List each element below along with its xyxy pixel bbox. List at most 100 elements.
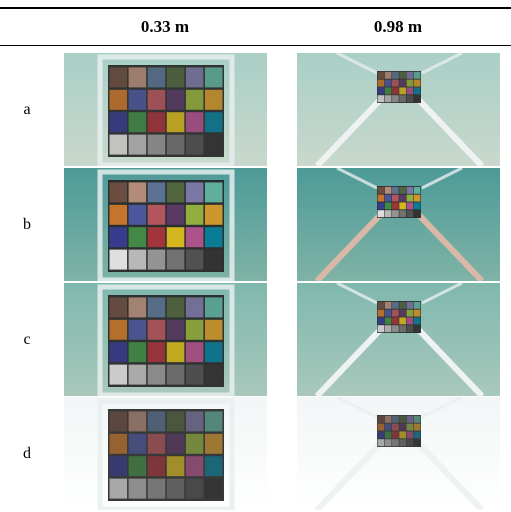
color-patch: [148, 411, 166, 431]
color-patch: [129, 479, 147, 499]
color-patch: [399, 424, 406, 431]
color-patch: [399, 95, 406, 102]
color-patch: [385, 210, 392, 217]
color-patch: [129, 205, 147, 225]
color-patch: [392, 210, 399, 217]
color-patch: [378, 424, 385, 431]
color-patch: [414, 210, 421, 217]
color-patch: [385, 317, 392, 324]
color-patch: [392, 72, 399, 79]
color-patch: [148, 227, 166, 247]
color-patch: [414, 302, 421, 309]
color-patch: [110, 67, 128, 87]
color-patch: [186, 90, 204, 110]
color-patch: [205, 250, 223, 270]
color-patch: [148, 456, 166, 476]
color-patch: [407, 317, 414, 324]
color-patch: [378, 95, 385, 102]
row-label: c: [17, 330, 37, 350]
photo: [64, 53, 267, 166]
color-patch: [414, 80, 421, 87]
color-patch: [167, 342, 185, 362]
color-patch: [148, 112, 166, 132]
column-header: 0.33 m: [65, 15, 265, 39]
photo: [64, 283, 267, 396]
color-patch: [407, 210, 414, 217]
color-patch: [110, 320, 128, 340]
color-patch: [392, 95, 399, 102]
color-patch: [110, 227, 128, 247]
color-patch: [129, 342, 147, 362]
color-patch: [110, 205, 128, 225]
color-patch: [129, 112, 147, 132]
color-patch: [186, 320, 204, 340]
color-patch: [378, 325, 385, 332]
color-patch: [148, 365, 166, 385]
color-patch: [414, 439, 421, 446]
color-patch: [407, 310, 414, 317]
color-patch: [407, 187, 414, 194]
color-patch: [407, 302, 414, 309]
color-patch: [378, 195, 385, 202]
color-patch: [167, 135, 185, 155]
color-patch: [399, 202, 406, 209]
color-patch: [378, 416, 385, 423]
color-patch: [110, 456, 128, 476]
color-patch: [392, 439, 399, 446]
color-patch: [167, 205, 185, 225]
color-patch: [186, 135, 204, 155]
color-patch: [186, 434, 204, 454]
color-patch: [129, 365, 147, 385]
color-patch: [110, 365, 128, 385]
color-patch: [385, 87, 392, 94]
color-patch: [186, 456, 204, 476]
color-patch: [205, 434, 223, 454]
color-patch: [129, 297, 147, 317]
color-patch: [414, 72, 421, 79]
color-patch: [385, 195, 392, 202]
color-patch: [167, 297, 185, 317]
color-patch: [205, 182, 223, 202]
color-patch: [399, 210, 406, 217]
color-patch: [392, 87, 399, 94]
color-patch: [414, 431, 421, 438]
color-patch: [399, 416, 406, 423]
photo: [297, 283, 500, 396]
color-patch: [378, 202, 385, 209]
color-patch: [129, 67, 147, 87]
color-patch: [385, 439, 392, 446]
color-patch: [186, 411, 204, 431]
color-patch: [186, 297, 204, 317]
color-patch: [378, 80, 385, 87]
photo: [64, 168, 267, 281]
color-patch: [385, 95, 392, 102]
color-patch: [129, 182, 147, 202]
color-patch: [392, 325, 399, 332]
color-patch: [378, 310, 385, 317]
color-patch: [167, 90, 185, 110]
color-patch: [205, 411, 223, 431]
color-patch: [205, 205, 223, 225]
color-patch: [205, 456, 223, 476]
color-patch: [148, 250, 166, 270]
color-patch: [167, 365, 185, 385]
photo: [297, 397, 500, 510]
color-patch: [392, 424, 399, 431]
color-patch: [385, 416, 392, 423]
color-patch: [129, 456, 147, 476]
color-patch: [392, 187, 399, 194]
color-patch: [414, 424, 421, 431]
color-patch: [205, 479, 223, 499]
color-patch: [385, 302, 392, 309]
color-patch: [399, 80, 406, 87]
color-patch: [205, 90, 223, 110]
color-patch: [205, 365, 223, 385]
column-header: 0.98 m: [298, 15, 498, 39]
color-patch: [148, 297, 166, 317]
color-patch: [399, 302, 406, 309]
color-patch: [110, 297, 128, 317]
color-patch: [110, 112, 128, 132]
color-patch: [378, 210, 385, 217]
color-patch: [392, 431, 399, 438]
color-patch: [378, 439, 385, 446]
